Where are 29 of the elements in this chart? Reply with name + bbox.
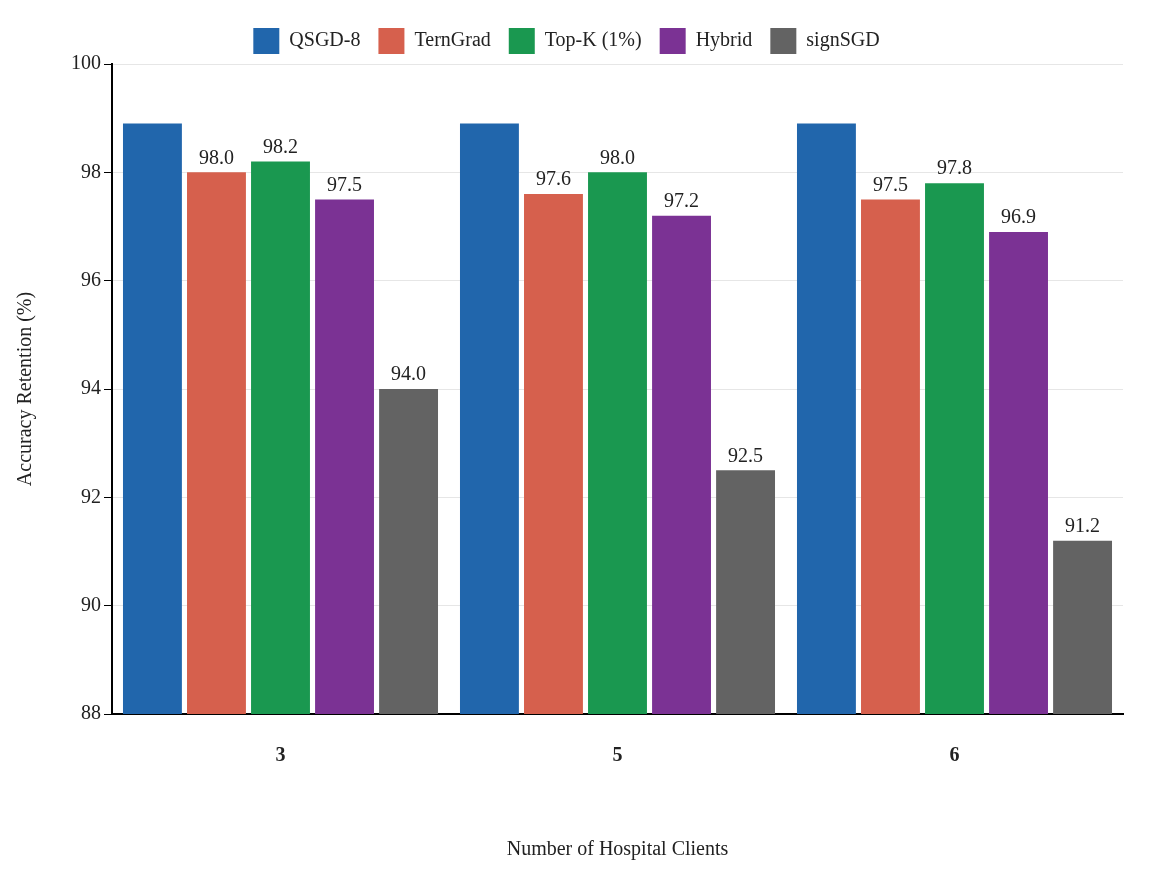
- x-axis-title: Number of Hospital Clients: [506, 837, 729, 861]
- legend-label: Top-K (1%): [544, 28, 642, 52]
- legend-label: TernGrad: [414, 28, 491, 51]
- legend-label: signSGD: [806, 28, 880, 52]
- data-label: 92.5: [728, 443, 764, 466]
- y-axis-title: Accuracy Retention (%): [13, 291, 37, 487]
- x-tick-label: 6: [949, 743, 960, 766]
- x-tick-label: 5: [612, 743, 623, 766]
- data-label: 96.9: [1001, 205, 1037, 228]
- y-tick-label: 98: [81, 159, 101, 182]
- data-label: 98.2: [263, 134, 298, 157]
- data-label: 97.6: [535, 167, 571, 190]
- y-tick-label: 90: [81, 592, 101, 615]
- legend-label: Hybrid: [695, 28, 753, 52]
- y-tick-label: 96: [81, 267, 101, 290]
- legend-label: QSGD-8: [289, 28, 361, 51]
- data-label: 97.2: [664, 188, 700, 211]
- data-label: 98.0: [198, 145, 234, 168]
- y-tick-label: 92: [81, 484, 101, 507]
- data-label: 91.2: [1065, 513, 1101, 536]
- data-label: 97.8: [937, 156, 972, 179]
- y-tick-label: 100: [71, 51, 101, 74]
- data-label: 98.0: [600, 145, 635, 168]
- y-tick-label: 88: [81, 701, 101, 724]
- y-tick-label: 94: [81, 376, 101, 399]
- data-label: 94.0: [391, 362, 427, 385]
- data-label: 97.5: [327, 172, 363, 195]
- x-tick-label: 3: [275, 743, 286, 766]
- data-label: 97.5: [872, 172, 908, 195]
